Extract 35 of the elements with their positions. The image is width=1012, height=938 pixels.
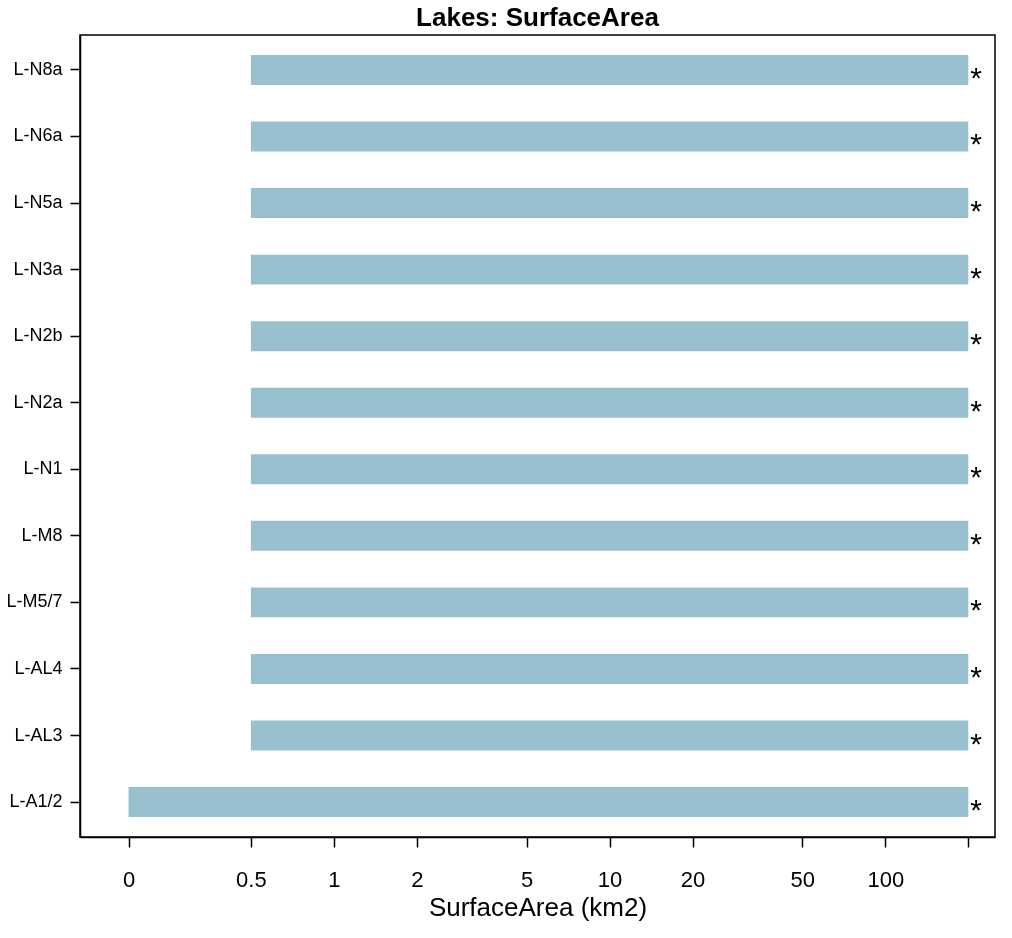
annotation: * — [970, 260, 983, 294]
y-tick-label: L-M5/7 — [6, 591, 63, 612]
annotation: * — [970, 194, 983, 228]
x-tick-label: 10 — [597, 866, 623, 892]
annotation: * — [970, 526, 983, 560]
y-tick-label: L-M8 — [21, 524, 63, 545]
x-tick-label: 1 — [328, 866, 341, 892]
annotation: * — [970, 460, 983, 494]
y-tick-label: L-N2b — [13, 325, 63, 346]
x-tick-label: 100 — [867, 866, 905, 892]
x-tick-label: 0 — [122, 866, 136, 892]
y-tick-label: L-AL3 — [14, 724, 63, 745]
annotation: * — [970, 726, 983, 760]
annotation: * — [970, 659, 983, 693]
y-tick-label: L-N5a — [13, 192, 64, 213]
chart-title: Lakes: SurfaceArea — [416, 2, 660, 32]
annotation: * — [970, 593, 983, 627]
annotation: * — [970, 393, 983, 427]
y-tick-label: L-N6a — [13, 125, 64, 146]
y-tick-label: L-N2a — [13, 391, 64, 412]
annotation: * — [970, 127, 983, 161]
annotation: * — [970, 60, 983, 94]
y-tick-label: L-A1/2 — [9, 791, 63, 812]
annotation: * — [970, 793, 983, 827]
x-tick-label: 50 — [790, 866, 816, 892]
x-axis-title: SurfaceArea (km2) — [428, 891, 648, 922]
x-tick-label: 20 — [680, 866, 706, 892]
annotation: * — [970, 327, 983, 361]
x-tick-label: 0.5 — [236, 866, 267, 892]
x-tick-label: 5 — [520, 866, 534, 892]
y-tick-label: L-AL4 — [14, 657, 63, 678]
y-tick-label: L-N8a — [13, 58, 64, 79]
y-tick-label: L-N3a — [13, 258, 64, 279]
x-tick-label: 2 — [411, 866, 424, 892]
y-tick-label: L-N1 — [23, 458, 63, 479]
